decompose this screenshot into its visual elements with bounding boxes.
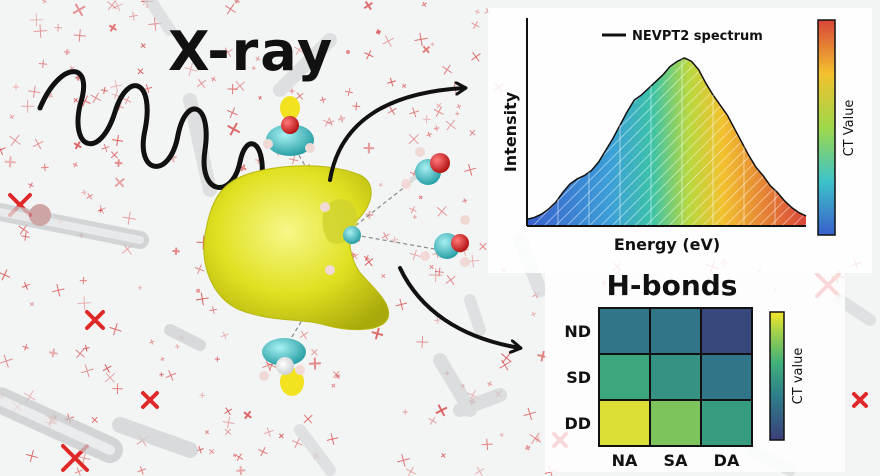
heatmap-cell-dd-na	[598, 399, 651, 447]
spectrum-legend-label: NEVPT2 spectrum	[632, 29, 763, 44]
spectrum-x-label: Energy (eV)	[614, 235, 720, 254]
heatmap-cell-nd-na	[598, 307, 651, 355]
heatmap-cell-dd-sa	[649, 399, 702, 447]
water-top	[263, 96, 315, 156]
xray-title: X-ray	[168, 20, 334, 83]
spectrum-bands	[557, 59, 776, 226]
hbond-colorbar	[769, 311, 785, 441]
hbond-heatmap: ND SD DD NA SA DA	[564, 307, 753, 470]
heatmap-col-label: DA	[714, 451, 740, 470]
spectrum-colorbar	[817, 19, 836, 236]
hbond-panel: H-bonds ND SD DD NA SA DA CT value	[545, 269, 845, 472]
arrow-to-spectrum	[328, 88, 465, 182]
heatmap-row-label: ND	[564, 322, 591, 341]
water-right-lower	[420, 215, 470, 267]
heatmap-cell-sd-sa	[649, 353, 702, 401]
heatmap-cell-nd-sa	[649, 307, 702, 355]
heatmap-row-label: DD	[564, 414, 591, 433]
water-right-upper	[401, 147, 450, 189]
spectrum-hatch	[527, 58, 806, 226]
water-bottom	[259, 338, 306, 396]
spectrum-panel: Energy (eV) Intensity NEVPT2 spectrum CT…	[488, 8, 872, 273]
heatmap-col-label: SA	[664, 451, 689, 470]
hbond-colorbar-label: CT value	[791, 348, 806, 405]
arrow-to-hbonds	[398, 266, 520, 348]
molecular-cluster	[203, 96, 470, 396]
heatmap-cell-sd-na	[598, 353, 651, 401]
central-atom	[343, 226, 361, 244]
heatmap-cell-dd-da	[700, 399, 753, 447]
heatmap-cell-nd-da	[700, 307, 753, 355]
heatmap-cell-sd-da	[700, 353, 753, 401]
spectrum-line	[526, 57, 807, 221]
spectrum-y-label: Intensity	[501, 91, 520, 172]
spectrum-colorbar-label: CT Value	[842, 100, 857, 157]
heatmap-row-label: SD	[566, 368, 591, 387]
spectrum-plot	[526, 57, 807, 226]
heatmap-col-label: NA	[612, 451, 638, 470]
hbond-title: H-bonds	[607, 269, 738, 302]
xray-wave-arrow	[37, 69, 313, 211]
